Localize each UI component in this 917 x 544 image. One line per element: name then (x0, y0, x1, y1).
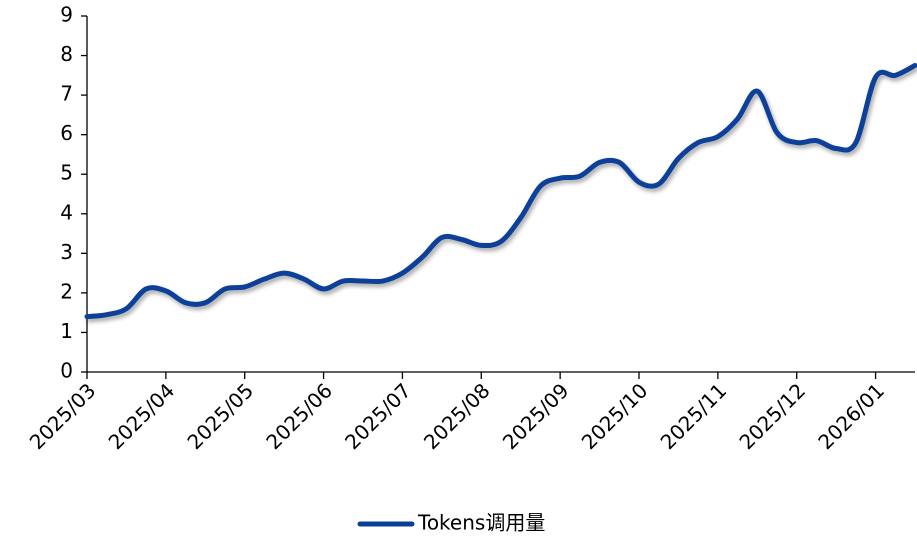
x-tick-label: 2025/12 (734, 378, 810, 454)
x-tick-label: 2025/08 (419, 378, 495, 454)
y-tick-label: 1 (60, 319, 73, 343)
series-line (84, 62, 917, 320)
legend-label: Tokens调用量 (417, 511, 545, 535)
y-tick-label: 2 (60, 279, 73, 303)
y-tick-label: 8 (60, 42, 73, 66)
y-tick-label: 4 (60, 200, 73, 224)
x-tick-label: 2025/09 (498, 378, 574, 454)
y-tick-label: 7 (60, 82, 73, 106)
x-tick-label: 2025/07 (340, 378, 416, 454)
y-tick-label: 9 (60, 3, 73, 27)
x-tick-label: 2025/05 (182, 378, 258, 454)
x-tick-label: 2025/10 (577, 378, 653, 454)
x-tick-label: 2025/11 (656, 378, 732, 454)
y-tick-label: 3 (60, 240, 73, 264)
y-tick-label: 5 (60, 161, 73, 185)
x-tick-label: 2025/06 (261, 378, 337, 454)
y-tick-label: 0 (60, 359, 73, 383)
x-tick-label: 2025/03 (25, 378, 101, 454)
x-tick-label: 2025/04 (104, 378, 180, 454)
x-tick-label: 2026/01 (813, 378, 889, 454)
y-tick-label: 6 (60, 121, 73, 145)
